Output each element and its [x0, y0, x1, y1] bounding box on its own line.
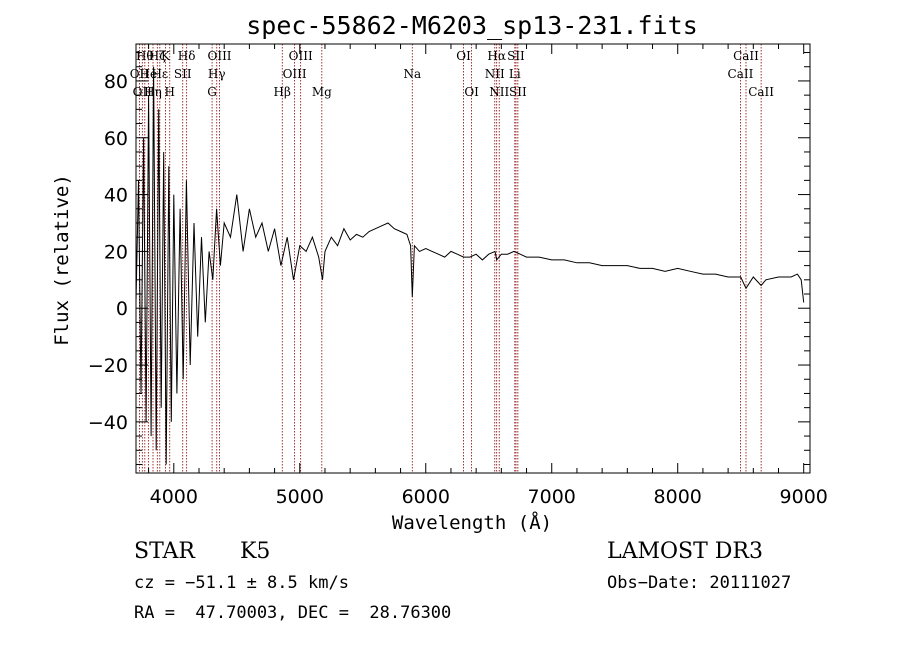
marker-label-29: CaII [748, 85, 774, 99]
marker-label-9: SII [174, 67, 192, 81]
marker-label-25: SII [507, 49, 525, 63]
y-tick-label-2: 0 [116, 298, 128, 320]
marker-label-23: NII [489, 85, 509, 99]
spectral-line-labels: OIIOIIHθHeHηHζHεKHSIIHδGHγOIIIHβOIIIOIII… [130, 49, 775, 99]
x-tick-label-4: 8000 [654, 486, 702, 508]
marker-label-10: Hδ [178, 49, 196, 63]
object-subclass: K5 [240, 539, 271, 564]
marker-label-11: G [207, 85, 217, 99]
x-tick-label-3: 7000 [528, 486, 576, 508]
chart-title: spec-55862-M6203_sp13-231.fits [246, 11, 698, 40]
spectral-line-markers [139, 44, 762, 473]
object-class: STAR [134, 539, 195, 564]
marker-label-5: Hζ [149, 49, 166, 63]
marker-label-15: OIII [283, 67, 307, 81]
y-tick-label-5: 60 [104, 128, 128, 150]
marker-label-16: OIII [289, 49, 313, 63]
survey-name: LAMOST DR3 [607, 539, 763, 564]
x-axis-label: Wavelength (Å) [392, 511, 552, 534]
marker-label-26: SII [509, 85, 527, 99]
y-tick-label-0: −40 [88, 412, 128, 434]
marker-label-18: Na [403, 67, 421, 81]
redshift-velocity: cz = −51.1 ± 8.5 km/s [134, 573, 349, 593]
marker-label-28: CaII [733, 49, 759, 63]
marker-label-19: OI [456, 49, 471, 63]
marker-label-14: Hβ [274, 85, 291, 99]
marker-label-6: Hε [151, 67, 168, 81]
marker-label-3: He [140, 67, 158, 81]
spectrum-series-line [135, 66, 805, 465]
marker-label-12: Hγ [208, 67, 226, 81]
x-tick-label-5: 9000 [780, 486, 828, 508]
x-tick-label-0: 4000 [150, 486, 198, 508]
marker-label-22: Hα [487, 49, 506, 63]
sky-coordinates: RA = 47.70003, DEC = 28.76300 [134, 603, 452, 623]
y-tick-label-3: 20 [104, 241, 128, 263]
x-tick-label-2: 6000 [402, 486, 450, 508]
marker-label-13: OIII [207, 49, 231, 63]
marker-label-0: OII [130, 67, 150, 81]
marker-label-21: NII [485, 67, 505, 81]
marker-label-8: H [165, 85, 175, 99]
x-tick-label-1: 5000 [276, 486, 324, 508]
marker-label-17: Mg [312, 85, 332, 99]
y-axis-label: Flux (relative) [51, 174, 73, 346]
y-tick-label-4: 40 [104, 185, 128, 207]
observation-date: Obs−Date: 20111027 [607, 573, 792, 593]
marker-label-24: Li [509, 67, 521, 81]
x-axis-ticks: 4000 5000 6000 7000 8000 9000 [148, 44, 828, 508]
y-tick-label-1: −20 [88, 355, 128, 377]
y-axis-ticks: −40 −20 0 20 40 60 80 [88, 52, 810, 465]
marker-label-20: OI [464, 85, 479, 99]
y-tick-label-6: 80 [104, 71, 128, 93]
plot-frame [135, 43, 811, 474]
marker-label-27: CaII [728, 67, 754, 81]
marker-label-7: K [161, 49, 171, 63]
